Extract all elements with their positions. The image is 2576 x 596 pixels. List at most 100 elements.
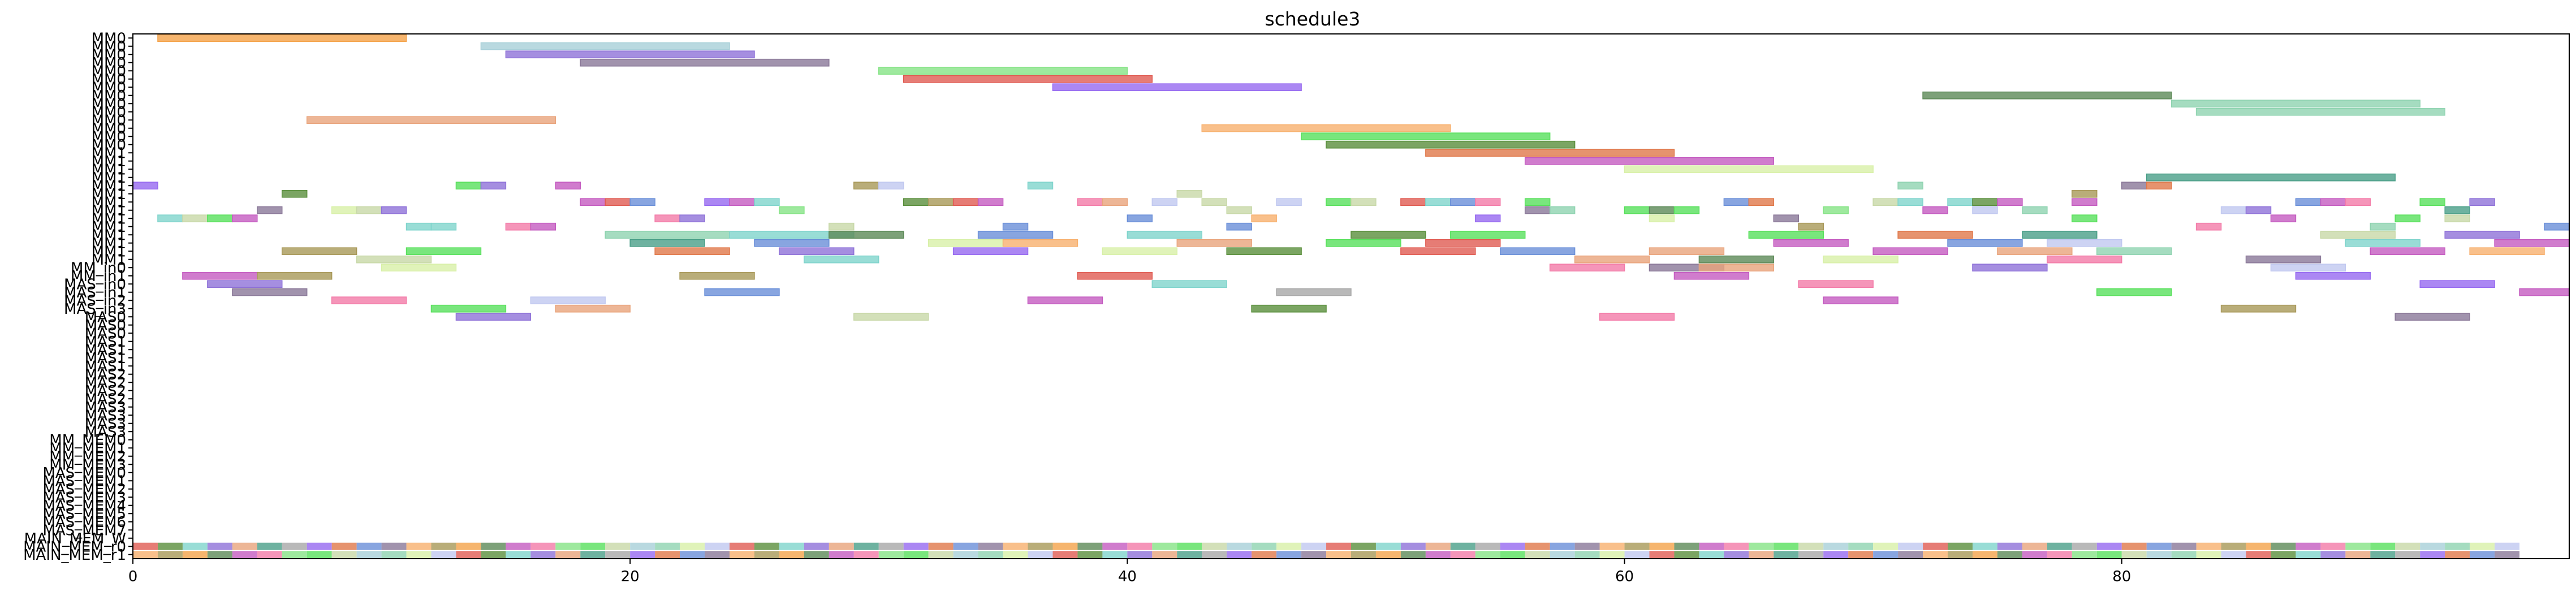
task-bar: [356, 255, 432, 264]
memory-cell: [1848, 542, 1874, 550]
y-tick-label: MM0: [92, 38, 126, 55]
task-bar: [1176, 189, 1202, 198]
task-bar: [853, 313, 929, 321]
memory-cell: [1525, 551, 1550, 559]
memory-cell: [157, 542, 183, 550]
memory-cell: [1450, 542, 1475, 550]
task-bar: [903, 75, 1153, 83]
memory-cell: [1873, 551, 1898, 559]
memory-cell: [1997, 542, 2022, 550]
task-bar: [1400, 198, 1426, 206]
task-bar: [2494, 239, 2570, 247]
task-bar: [804, 255, 879, 264]
task-bar: [1077, 271, 1153, 280]
task-bar: [505, 222, 532, 231]
y-tick-label: MAS2: [85, 374, 126, 391]
task-bar: [1201, 198, 1227, 206]
task-bar: [480, 42, 730, 50]
y-tick-label: MM0: [92, 79, 126, 96]
memory-cell: [2196, 542, 2221, 550]
memory-cell: [307, 542, 332, 550]
memory-cell: [1798, 542, 1824, 550]
task-bar: [605, 198, 631, 206]
memory-cell: [157, 551, 183, 559]
task-bar: [1127, 231, 1202, 239]
memory-cell: [1500, 551, 1525, 559]
memory-cell: [878, 551, 904, 559]
memory-cell: [630, 551, 655, 559]
memory-cell: [1475, 551, 1500, 559]
y-tick-label: MAS0: [85, 325, 126, 342]
memory-cell: [1599, 542, 1625, 550]
task-bar: [2072, 198, 2098, 206]
memory-cell: [928, 542, 953, 550]
task-bar: [878, 67, 1128, 75]
x-tick-label: 20: [621, 568, 640, 585]
memory-cell: [1252, 551, 1277, 559]
task-bar: [1400, 247, 1476, 256]
memory-cell: [730, 551, 754, 559]
y-tick-label: MAS0: [85, 309, 126, 326]
memory-cell: [1077, 542, 1103, 550]
task-bar: [381, 264, 457, 272]
memory-cell: [580, 551, 606, 559]
task-bar: [605, 231, 730, 239]
memory-cell: [1525, 542, 1550, 550]
task-bar: [157, 34, 407, 42]
task-bar: [1723, 198, 1750, 206]
y-tick-label: MAS_MEM5: [42, 506, 126, 522]
task-bar: [1773, 214, 1800, 223]
task-bar: [2220, 304, 2297, 313]
task-bar: [282, 247, 357, 256]
task-bar: [1052, 83, 1302, 92]
memory-cell: [182, 551, 208, 559]
memory-cell: [1923, 551, 1948, 559]
task-bar: [977, 231, 1054, 239]
memory-cell: [1923, 542, 1948, 550]
task-bar: [2270, 214, 2297, 223]
memory-cell: [381, 542, 407, 550]
task-bar: [1698, 255, 1775, 264]
memory-cell: [481, 551, 506, 559]
task-bar: [1897, 231, 1973, 239]
memory-cell: [1898, 542, 1923, 550]
memory-cell: [1077, 551, 1103, 559]
task-bar: [1301, 132, 1551, 141]
memory-cell: [331, 542, 357, 550]
task-bar: [1326, 239, 1401, 247]
task-bar: [405, 222, 432, 231]
task-bar: [2394, 313, 2470, 321]
task-bar: [1798, 222, 1824, 231]
task-bar: [1350, 198, 1377, 206]
task-bar: [829, 231, 904, 239]
memory-cell: [2221, 542, 2246, 550]
memory-cell: [2171, 551, 2197, 559]
memory-cell: [1202, 542, 1227, 550]
task-bar: [1002, 222, 1029, 231]
memory-cell: [1227, 542, 1252, 550]
memory-cell: [530, 551, 556, 559]
memory-cell: [1252, 542, 1277, 550]
task-bar: [232, 214, 258, 223]
memory-cell: [356, 551, 382, 559]
y-tick-label: MAS_in2: [64, 292, 126, 309]
memory-cell: [730, 542, 754, 550]
memory-cell: [829, 542, 854, 550]
memory-cell: [1152, 542, 1177, 550]
task-bar: [1972, 198, 1998, 206]
memory-cell: [456, 542, 481, 550]
task-bar: [1748, 231, 1824, 239]
memory-cell: [2246, 542, 2271, 550]
task-bar: [207, 280, 283, 288]
memory-cell: [1475, 542, 1500, 550]
y-tick-label: MM_MEM1: [49, 440, 126, 457]
memory-cell: [1276, 542, 1302, 550]
y-tick-label: MAS_MEM6: [42, 514, 126, 531]
memory-cell: [804, 551, 829, 559]
memory-cell: [1003, 551, 1028, 559]
y-tick-label: MM_MEM2: [49, 448, 126, 465]
memory-cell: [356, 542, 382, 550]
task-bar: [580, 58, 830, 67]
task-bar: [2295, 271, 2371, 280]
task-bar: [2245, 255, 2322, 264]
